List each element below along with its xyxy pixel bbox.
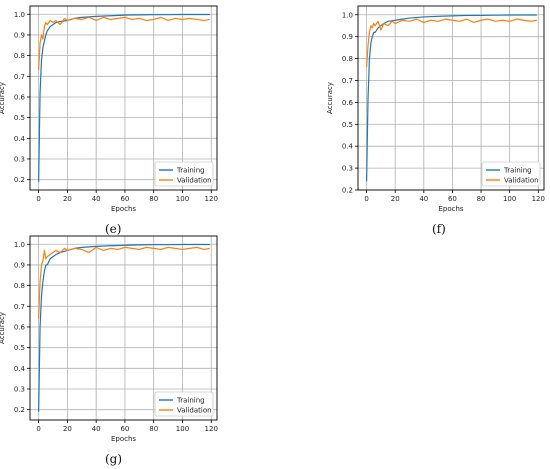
y-tick-label: 0.3 bbox=[14, 155, 25, 163]
plot-frame bbox=[357, 5, 545, 191]
x-tick-label: 120 bbox=[205, 425, 218, 433]
x-tick-label: 120 bbox=[205, 195, 218, 203]
legend-label-training: Training bbox=[503, 167, 532, 175]
y-tick-label: 0.2 bbox=[14, 176, 25, 184]
x-tick-label: 120 bbox=[532, 195, 545, 203]
y-tick-label: 0.7 bbox=[14, 303, 25, 311]
x-tick-label: 60 bbox=[120, 425, 129, 433]
x-tick-label: 20 bbox=[63, 425, 72, 433]
y-tick-label: 0.4 bbox=[342, 143, 354, 151]
x-tick-label: 60 bbox=[120, 195, 129, 203]
x-tick-label: 20 bbox=[63, 195, 72, 203]
y-axis-label: Accuracy bbox=[0, 82, 6, 114]
x-tick-label: 40 bbox=[419, 195, 428, 203]
panel-label-g: (g) bbox=[105, 452, 123, 466]
y-tick-label: 1.0 bbox=[342, 11, 353, 19]
x-tick-label: 80 bbox=[477, 195, 486, 203]
legend-label-validation: Validation bbox=[177, 407, 212, 415]
legend-label-validation: Validation bbox=[504, 177, 539, 185]
series-line-training bbox=[365, 14, 537, 182]
y-tick-label: 1.0 bbox=[14, 241, 25, 249]
x-tick-label: 40 bbox=[92, 195, 101, 203]
y-tick-label: 0.8 bbox=[14, 52, 25, 60]
x-tick-label: 80 bbox=[149, 195, 158, 203]
y-tick-label: 1.0 bbox=[14, 11, 25, 19]
accuracy-chart-g: 0 20 40 60 80 100 120 0.2 0.3 0.4 0.5 0.6 0.7 0.8 0.9 1… bbox=[0, 235, 218, 443]
legend-label-validation: Validation bbox=[177, 177, 212, 185]
y-tick-label: 0.9 bbox=[342, 33, 353, 41]
y-tick-label: 0.4 bbox=[14, 135, 26, 143]
y-axis-label: Accuracy bbox=[326, 82, 334, 114]
x-tick-label: 0 bbox=[364, 195, 368, 203]
y-tick-label: 0.8 bbox=[14, 282, 25, 290]
x-tick-label: 20 bbox=[391, 195, 400, 203]
x-tick-label: 100 bbox=[176, 195, 189, 203]
y-tick-label: 0.9 bbox=[14, 261, 25, 269]
y-tick-label: 0.5 bbox=[14, 114, 25, 122]
y-axis-label: Accuracy bbox=[0, 312, 6, 344]
x-tick-label: 0 bbox=[36, 195, 40, 203]
panel-label-e: (e) bbox=[105, 222, 122, 236]
panel-label-f: (f) bbox=[432, 222, 446, 236]
x-tick-label: 80 bbox=[149, 425, 158, 433]
series-line-validation bbox=[38, 246, 210, 319]
legend-label-training: Training bbox=[176, 167, 205, 175]
accuracy-chart-f: 0 20 40 60 80 100 120 0.2 0.3 0.4 0.5 0.6 0.7 0.8 0.9 1… bbox=[326, 5, 545, 213]
y-tick-label: 0.3 bbox=[342, 165, 353, 173]
x-tick-label: 0 bbox=[36, 425, 40, 433]
y-tick-label: 0.2 bbox=[342, 187, 353, 195]
series-line-training bbox=[38, 243, 210, 412]
accuracy-chart-e: 0 20 40 60 80 100 120 0.2 0.3 0.4 0.5 0.6 0.7 0.8 0.9 1… bbox=[0, 5, 218, 213]
x-axis-label: Epochs bbox=[111, 435, 136, 443]
y-tick-label: 0.2 bbox=[14, 406, 25, 414]
x-tick-label: 40 bbox=[92, 425, 101, 433]
y-tick-label: 0.7 bbox=[14, 73, 25, 81]
y-tick-label: 0.5 bbox=[342, 121, 353, 129]
plot-frame bbox=[29, 5, 218, 191]
series-line-validation bbox=[365, 18, 537, 68]
x-axis-label: Epochs bbox=[111, 205, 136, 213]
x-axis-label: Epochs bbox=[438, 205, 463, 213]
y-tick-label: 0.6 bbox=[14, 323, 26, 331]
y-tick-label: 0.8 bbox=[342, 55, 353, 63]
x-tick-label: 100 bbox=[503, 195, 516, 203]
legend-label-training: Training bbox=[176, 397, 205, 405]
y-tick-label: 0.7 bbox=[342, 77, 353, 85]
plot-frame bbox=[29, 235, 218, 421]
series-line-training bbox=[38, 13, 210, 182]
y-tick-label: 0.5 bbox=[14, 344, 25, 352]
y-tick-label: 0.6 bbox=[14, 93, 26, 101]
y-tick-label: 0.3 bbox=[14, 385, 25, 393]
x-tick-label: 100 bbox=[176, 425, 189, 433]
x-tick-label: 60 bbox=[448, 195, 457, 203]
y-tick-label: 0.6 bbox=[342, 99, 354, 107]
series-line-validation bbox=[38, 16, 210, 71]
y-tick-label: 0.9 bbox=[14, 31, 25, 39]
y-tick-label: 0.4 bbox=[14, 365, 26, 373]
